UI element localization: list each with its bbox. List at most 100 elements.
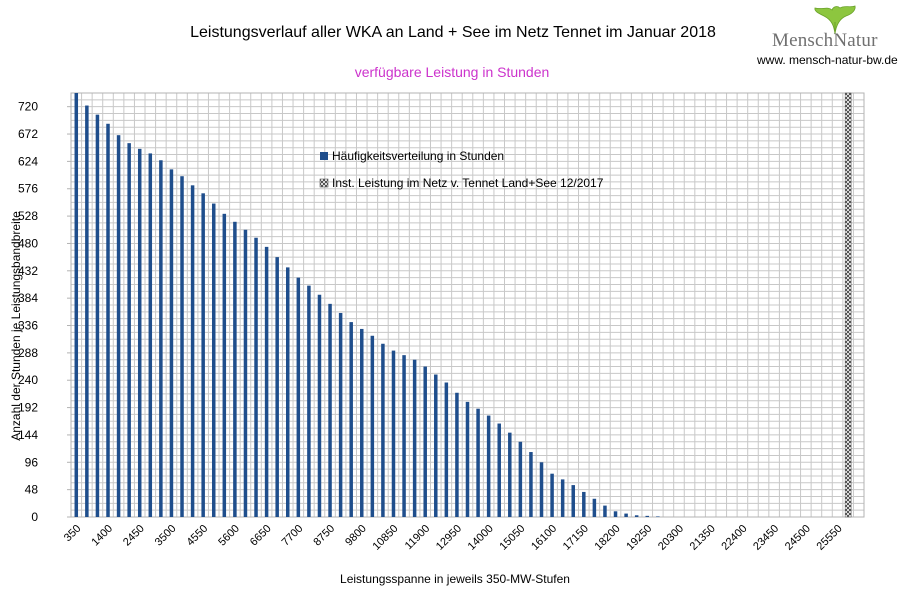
logo-brand-left: Mensch (772, 30, 834, 51)
x-tick-label: 5600 (216, 523, 242, 549)
x-tick-label: 22400 (719, 523, 749, 553)
x-tick-label: 21350 (688, 523, 718, 553)
bar-haeufigkeit (624, 513, 628, 517)
bar-haeufigkeit (402, 355, 406, 517)
x-tick-label: 2450 (121, 523, 147, 549)
legend-label-haeufigkeit: Häufigkeitsverteilung in Stunden (332, 149, 504, 163)
bar-haeufigkeit (116, 135, 121, 517)
x-tick-label: 6650 (248, 523, 274, 549)
legend: Häufigkeitsverteilung in Stunden Inst. L… (319, 149, 604, 190)
bar-haeufigkeit (180, 176, 184, 518)
bar-haeufigkeit (423, 366, 427, 517)
ginkgo-leaf-icon (814, 5, 856, 35)
bar-haeufigkeit (190, 185, 195, 518)
legend-swatch-inst-leistung (319, 178, 329, 188)
bar-haeufigkeit (222, 213, 227, 517)
y-tick-label: 0 (31, 510, 38, 524)
logo-brand-right: Natur (833, 30, 878, 51)
legend-label-inst-leistung: Inst. Leistung im Netz v. Tennet Land+Se… (332, 176, 604, 190)
bar-haeufigkeit (434, 374, 438, 517)
bar-haeufigkeit (85, 105, 89, 518)
chart-title: Leistungsverlauf aller WKA an Land + See… (190, 24, 716, 41)
y-tick-label: 576 (18, 182, 38, 196)
bar-haeufigkeit (211, 203, 216, 517)
bar-haeufigkeit (137, 148, 142, 517)
bar-haeufigkeit (370, 335, 375, 517)
x-tick-label: 15050 (497, 523, 527, 553)
bar-haeufigkeit (264, 246, 269, 517)
x-axis-label: Leistungsspanne in jeweils 350-MW-Stufen (340, 572, 570, 586)
y-tick-label: 432 (18, 264, 38, 278)
bar-haeufigkeit (338, 312, 343, 517)
y-tick-label: 144 (18, 428, 38, 442)
bar-haeufigkeit (286, 267, 290, 517)
x-axis: 350 1400 2450 3500 4550 5600 6650 7700 8750 9800 1… (62, 523, 845, 553)
bar-haeufigkeit (169, 169, 174, 517)
bar-haeufigkeit (603, 505, 607, 517)
x-tick-label: 23450 (751, 523, 781, 553)
y-axis: 0 48 96 144 192 240 288 336 384 432 480 528 576 624 67… (18, 100, 71, 524)
x-tick-label: 1400 (89, 523, 115, 549)
x-tick-label: 25550 (815, 523, 845, 553)
x-tick-label: 17150 (561, 523, 591, 553)
bar-haeufigkeit (360, 328, 364, 517)
bar-haeufigkeit (486, 415, 491, 517)
bar-inst-leistung (844, 92, 852, 518)
bar-haeufigkeit (613, 511, 618, 517)
bar-haeufigkeit (74, 93, 79, 517)
y-tick-label: 336 (18, 319, 38, 333)
bar-haeufigkeit (529, 452, 533, 517)
y-tick-label: 96 (25, 455, 39, 469)
x-tick-label: 24500 (783, 523, 813, 553)
x-tick-label: 14000 (466, 523, 496, 553)
bar-haeufigkeit (518, 441, 523, 517)
x-tick-label: 3500 (153, 523, 179, 549)
x-tick-label: 12950 (434, 523, 464, 553)
y-tick-label: 720 (18, 100, 38, 114)
bar-haeufigkeit (508, 432, 512, 517)
bar-haeufigkeit (254, 237, 258, 517)
y-tick-label: 48 (25, 483, 39, 497)
bar-haeufigkeit (412, 359, 417, 517)
y-tick-label: 528 (18, 209, 38, 223)
x-tick-label: 9800 (343, 523, 369, 549)
bar-haeufigkeit (476, 408, 480, 517)
x-tick-label: 20300 (656, 523, 686, 553)
bar-haeufigkeit (95, 114, 100, 517)
y-tick-label: 672 (18, 127, 38, 141)
x-tick-label: 350 (62, 523, 83, 544)
x-tick-label: 10850 (370, 523, 400, 553)
y-tick-label: 384 (18, 291, 38, 305)
legend-swatch-haeufigkeit (320, 152, 328, 160)
y-tick-label: 480 (18, 236, 38, 250)
bar-haeufigkeit (381, 343, 385, 517)
bar-haeufigkeit (349, 322, 353, 517)
logo-url: www. mensch-natur-bw.de (757, 53, 898, 67)
bar-haeufigkeit (275, 257, 279, 517)
bar-haeufigkeit (148, 153, 153, 517)
bar-series (74, 92, 852, 518)
x-tick-label: 4550 (184, 523, 210, 549)
x-tick-label: 19250 (624, 523, 654, 553)
bar-haeufigkeit (571, 485, 575, 517)
bar-haeufigkeit (106, 123, 110, 517)
bar-haeufigkeit (560, 479, 565, 517)
bar-haeufigkeit (634, 515, 639, 517)
y-axis-label: Anzahl der Stunden je Leistungsbandbreit… (9, 211, 23, 441)
bar-haeufigkeit (317, 294, 322, 517)
bar-haeufigkeit (201, 193, 205, 517)
x-tick-label: 8750 (311, 523, 337, 549)
logo-brand: MenschNatur (772, 30, 878, 52)
bar-haeufigkeit (391, 350, 396, 517)
y-tick-label: 192 (18, 401, 38, 415)
bar-haeufigkeit (656, 516, 660, 517)
bar-haeufigkeit (159, 160, 163, 517)
bar-haeufigkeit (645, 515, 649, 517)
bar-haeufigkeit (582, 491, 586, 517)
x-tick-label: 18200 (593, 523, 623, 553)
bar-haeufigkeit (233, 221, 237, 517)
y-tick-label: 240 (18, 373, 38, 387)
bar-haeufigkeit (328, 303, 332, 517)
bar-haeufigkeit (127, 143, 131, 517)
